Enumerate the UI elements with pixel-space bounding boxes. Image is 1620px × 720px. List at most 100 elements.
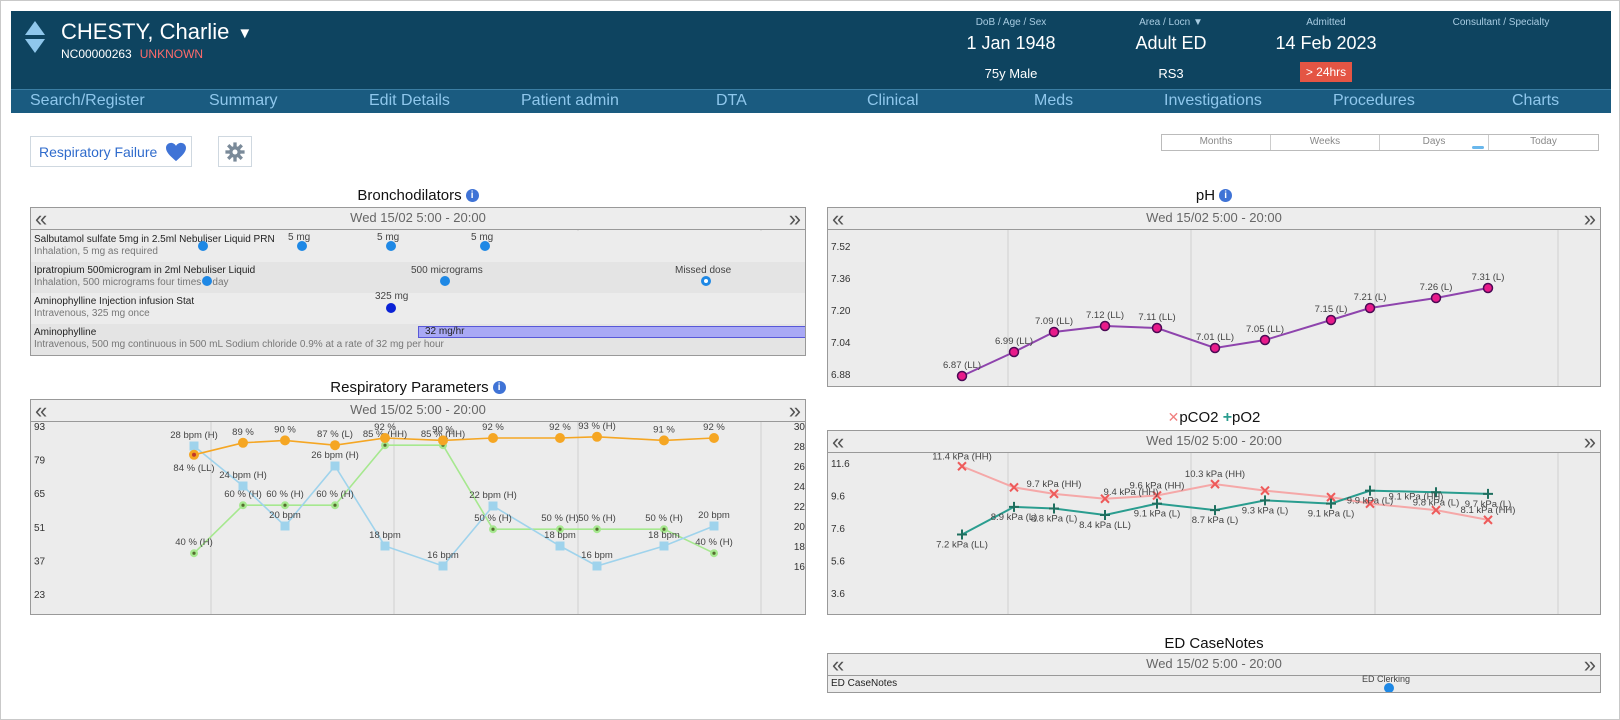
gas-title: ✕pCO2 +pO2 <box>827 409 1601 427</box>
chevrons-right-icon[interactable]: » <box>1583 207 1596 231</box>
pco2-label: 9.4 kPa (HH) <box>1104 487 1159 498</box>
pco2-point <box>1009 482 1019 493</box>
resp-rate-point <box>659 541 669 551</box>
resp-rate-point <box>380 541 390 551</box>
chevrons-right-icon[interactable]: » <box>788 207 801 231</box>
chevrons-left-icon[interactable]: « <box>832 207 845 231</box>
nav-meds[interactable]: Meds <box>1034 92 1074 109</box>
spo2-point <box>330 440 340 451</box>
ph-point <box>1259 334 1271 346</box>
pco2-label: 9.6 kPa (HH) <box>1130 481 1185 492</box>
po2-label: 8.9 kPa (L) <box>991 512 1037 523</box>
nav-procedures[interactable]: Procedures <box>1333 92 1415 109</box>
nav-search-register[interactable]: Search/Register <box>30 92 145 109</box>
spo2-label: 92 % <box>549 422 571 433</box>
po2-point <box>1260 495 1270 506</box>
dose-marker[interactable] <box>202 276 212 286</box>
caret-down-icon[interactable]: ▼ <box>237 24 253 42</box>
pco2-point <box>1365 498 1375 509</box>
chevrons-right-icon[interactable]: » <box>1583 430 1596 454</box>
timescale-today[interactable]: Today <box>1530 136 1557 147</box>
y-tick: 7.6 <box>831 524 845 535</box>
timescale-months[interactable]: Months <box>1162 135 1271 150</box>
patient-id: NC00000263 <box>61 47 132 61</box>
casenote-event-marker[interactable] <box>1384 683 1394 692</box>
nav-charts[interactable]: Charts <box>1512 92 1560 109</box>
med-row[interactable]: Salbutamol sulfate 5mg in 2.5ml Nebulise… <box>31 231 805 262</box>
area-label-wrap[interactable]: Area / Locn ▼ <box>1111 17 1231 28</box>
po2-label: 9.1 kPa (L) <box>1134 509 1180 520</box>
dose-marker[interactable] <box>386 303 396 313</box>
ph-point <box>1008 346 1020 358</box>
med-detail: Inhalation, 500 micrograms four times a … <box>34 277 229 288</box>
nav-investigations[interactable]: Investigations <box>1164 92 1262 109</box>
ph-label: 7.11 (LL) <box>1138 312 1175 323</box>
y-tick: 3.6 <box>831 589 845 600</box>
dose-marker[interactable] <box>297 241 307 251</box>
resp-rate-label: 20 bpm <box>269 510 301 521</box>
timescale-days[interactable]: Days <box>1380 135 1489 150</box>
chevrons-right-icon[interactable]: » <box>1583 653 1596 677</box>
patient-name[interactable]: CHESTY, Charlie ▼ <box>61 19 252 45</box>
pco2-label: 10.3 kPa (HH) <box>1185 469 1245 480</box>
nav-patient-admin[interactable]: Patient admin <box>521 92 619 109</box>
infusion-bar[interactable]: 32 mg/hr <box>418 326 805 338</box>
chevrons-left-icon[interactable]: « <box>35 207 48 231</box>
ph-point <box>1364 302 1376 314</box>
med-detail: Intravenous, 325 mg once <box>34 308 150 319</box>
y-tick: 6.88 <box>831 370 851 381</box>
po2-label: 8.4 kPa (LL) <box>1079 520 1131 531</box>
med-name: Salbutamol sulfate 5mg in 2.5ml Nebulise… <box>34 234 275 245</box>
chevrons-left-icon[interactable]: « <box>35 399 48 423</box>
dose-marker[interactable] <box>480 241 490 251</box>
heart-icon[interactable] <box>165 142 187 162</box>
chevrons-right-icon[interactable]: » <box>788 399 801 423</box>
po2-point <box>1365 485 1375 496</box>
po2-point <box>1049 503 1059 514</box>
settings-button[interactable] <box>218 136 252 167</box>
chevrons-left-icon[interactable]: « <box>832 430 845 454</box>
nav-clinical[interactable]: Clinical <box>867 92 919 109</box>
resp-rate-point <box>438 561 448 571</box>
timescale-weeks[interactable]: Weeks <box>1271 135 1380 150</box>
po2-point <box>1100 510 1110 520</box>
date-range: Wed 15/02 5:00 - 20:00 <box>1146 210 1282 225</box>
info-icon[interactable]: i <box>1219 189 1233 202</box>
y-tick: 11.6 <box>831 459 850 470</box>
pathway-selector[interactable]: Respiratory Failure <box>30 136 192 167</box>
y-tick-right: 16 <box>794 562 806 573</box>
dob-column: DoB / Age / Sex 1 Jan 1948 75y Male <box>941 17 1081 81</box>
chevrons-left-icon[interactable]: « <box>832 653 845 677</box>
chevron-down-icon[interactable] <box>25 39 45 53</box>
casenote-event-label: ED Clerking <box>1362 674 1411 684</box>
dose-marker[interactable] <box>386 241 396 251</box>
area-value: Adult ED <box>1135 33 1207 53</box>
nav-edit-details[interactable]: Edit Details <box>369 92 450 109</box>
nav-dta[interactable]: DTA <box>716 92 747 109</box>
timescale-selector[interactable]: Months Weeks Days Today <box>1161 134 1599 151</box>
med-row[interactable]: Aminophylline Intravenous, 500 mg contin… <box>31 324 805 355</box>
spo2-label: 93 % (H) <box>578 422 615 432</box>
fio2-point-center <box>712 551 716 555</box>
resp-rate-point <box>238 481 248 491</box>
spo2-label: 87 % (L) <box>317 429 353 440</box>
timescale-slider-handle[interactable] <box>1472 146 1484 149</box>
ph-point <box>1048 326 1060 338</box>
med-name: Aminophylline Injection infusion Stat <box>34 296 195 307</box>
dose-marker[interactable] <box>198 241 208 251</box>
resp-rate-label: 18 bpm <box>648 530 680 541</box>
med-name: Ipratropium 500microgram in 2ml Nebulise… <box>34 265 256 276</box>
med-row[interactable]: Ipratropium 500microgram in 2ml Nebulise… <box>31 262 805 293</box>
po2-label: 9.1 kPa (L) <box>1308 509 1354 520</box>
med-row[interactable]: Aminophylline Injection infusion Stat In… <box>31 291 805 324</box>
patient-nav-arrows <box>25 21 47 57</box>
info-icon[interactable]: i <box>465 189 479 202</box>
chevron-up-icon[interactable] <box>25 21 45 35</box>
missed-dose-marker[interactable] <box>701 276 711 286</box>
nav-summary[interactable]: Summary <box>209 92 278 109</box>
dose-marker[interactable] <box>440 276 450 286</box>
gear-icon <box>225 142 245 162</box>
area-column: Area / Locn ▼ Adult ED RS3 <box>1111 17 1231 81</box>
info-icon[interactable]: i <box>492 381 506 394</box>
resp-rate-point <box>592 561 602 571</box>
